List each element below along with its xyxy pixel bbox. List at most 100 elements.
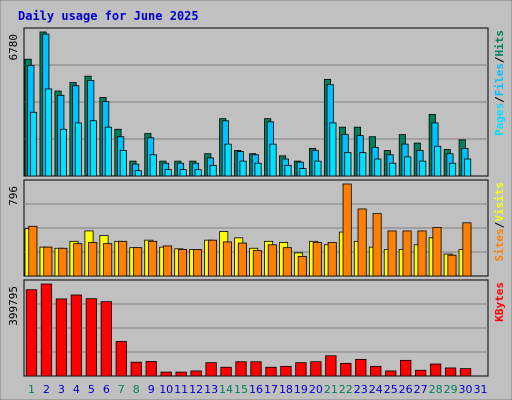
y-tick-label: 796 (7, 186, 20, 206)
right-axis-label-part: / (493, 96, 506, 103)
bar-sites-day-4 (73, 243, 83, 277)
x-tick-label: 7 (118, 383, 125, 396)
bar-sites-day-28 (432, 227, 442, 277)
chart-panels: 6780Pages/Files/Hits796Sites/Visits39979… (7, 27, 506, 377)
x-tick-label: 26 (399, 383, 413, 396)
x-tick-label: 22 (339, 383, 353, 396)
right-axis-label-part: Files (493, 63, 506, 96)
bar-sites-day-23 (357, 208, 367, 277)
x-tick-label: 2 (43, 383, 50, 396)
panel-hits-files-pages: 6780 Pages/Files/Hits (7, 27, 506, 177)
bar-pages-day-20 (314, 160, 322, 177)
right-axis-label: KBytes (493, 282, 506, 322)
x-tick-label: 29 (444, 383, 458, 396)
bar-sites-day-27 (417, 230, 427, 277)
bar-pages-day-26 (404, 156, 412, 177)
bar-pages-day-5 (89, 120, 97, 177)
x-tick-label: 12 (189, 383, 203, 396)
bar-pages-day-9 (149, 154, 157, 177)
bar-kbytes-day-18 (280, 365, 292, 377)
bar-kbytes-day-27 (415, 369, 427, 377)
x-tick-label: 20 (309, 383, 323, 396)
bar-pages-day-29 (449, 162, 457, 177)
bar-sites-day-13 (207, 239, 217, 277)
bar-pages-day-1 (29, 111, 38, 177)
bar-sites-day-3 (58, 247, 68, 277)
bar-sites-day-26 (402, 230, 412, 277)
right-axis-label: Pages/Files/Hits (493, 30, 506, 136)
x-tick-label: 23 (354, 383, 368, 396)
bar-pages-day-15 (239, 160, 247, 177)
bar-kbytes-day-16 (250, 361, 262, 377)
x-tick-label: 11 (174, 383, 188, 396)
x-tick-label: 4 (73, 383, 80, 396)
x-tick-label: 13 (204, 383, 218, 396)
right-axis-label-part: KBytes (493, 282, 506, 322)
bar-kbytes-day-9 (145, 361, 157, 377)
bar-sites-day-30 (462, 222, 472, 277)
bar-kbytes-day-26 (400, 359, 412, 377)
bar-kbytes-day-21 (325, 355, 337, 377)
bar-kbytes-day-4 (70, 294, 83, 377)
x-tick-label: 28 (429, 383, 443, 396)
bar-kbytes-day-30 (459, 368, 472, 377)
x-tick-label: 18 (279, 383, 293, 396)
bar-sites-day-25 (387, 230, 397, 277)
x-tick-label: 19 (294, 383, 308, 396)
bar-pages-day-10 (164, 169, 172, 177)
bar-kbytes-day-19 (295, 362, 307, 377)
right-axis-label-part: Sites (493, 228, 506, 261)
x-tick-label: 9 (148, 383, 155, 396)
bar-kbytes-day-7 (115, 341, 127, 377)
bar-pages-day-14 (224, 143, 232, 177)
bar-pages-day-22 (344, 152, 352, 177)
bar-kbytes-day-13 (205, 362, 217, 377)
bar-pages-day-24 (374, 158, 382, 177)
panel-kbytes: 399795 KBytes (7, 279, 506, 377)
bar-sites-day-14 (222, 241, 232, 277)
chart-title: Daily usage for June 2025 (18, 9, 199, 23)
x-tick-label: 17 (264, 383, 278, 396)
bar-pages-day-4 (74, 122, 82, 177)
x-tick-label: 14 (219, 383, 233, 396)
bar-sites-day-17 (267, 244, 277, 277)
x-tick-label: 31 (474, 383, 488, 396)
bar-sites-day-8 (133, 247, 143, 277)
bar-kbytes-day-10 (160, 371, 172, 377)
bar-pages-day-30 (464, 158, 472, 177)
bar-kbytes-day-24 (370, 365, 382, 377)
x-tick-label: 6 (103, 383, 110, 396)
bar-kbytes-day-25 (385, 370, 397, 377)
bar-pages-day-21 (329, 122, 337, 177)
x-axis-labels: 1 2 3 4 5 6 7 8 9 10 11 12 13 14 15 16 17 18 19 20 21 22 23 24 2… (28, 383, 488, 396)
right-axis-label-part: / (493, 221, 506, 228)
x-tick-label: 21 (324, 383, 338, 396)
x-tick-label: 16 (249, 383, 263, 396)
bar-kbytes-day-14 (220, 366, 232, 377)
bar-sites-day-2 (43, 246, 53, 277)
bar-sites-day-9 (148, 240, 158, 277)
bar-kbytes-day-29 (444, 367, 457, 377)
bar-sites-day-18 (282, 247, 292, 277)
bar-kbytes-day-1 (25, 289, 38, 377)
bar-pages-day-2 (44, 88, 53, 177)
bar-pages-day-7 (119, 150, 127, 177)
bar-pages-day-6 (104, 126, 112, 177)
x-tick-label: 15 (234, 383, 248, 396)
bar-sites-day-1 (28, 225, 38, 277)
bar-pages-day-13 (209, 164, 217, 177)
bar-sites-day-29 (447, 254, 457, 277)
bar-sites-day-22 (342, 183, 352, 277)
bar-kbytes-day-22 (340, 362, 352, 377)
bar-kbytes-day-20 (310, 361, 322, 377)
bar-sites-day-24 (372, 213, 382, 277)
bar-pages-day-17 (269, 143, 277, 177)
right-axis-label-part: / (493, 56, 506, 63)
bar-kbytes-day-15 (235, 361, 247, 377)
bar-pages-day-28 (434, 145, 442, 177)
bar-pages-day-23 (359, 152, 367, 177)
y-tick-label: 6780 (7, 34, 20, 61)
bar-pages-day-3 (59, 128, 68, 177)
panel-visits-sites: 796 Sites/Visits (7, 179, 506, 277)
